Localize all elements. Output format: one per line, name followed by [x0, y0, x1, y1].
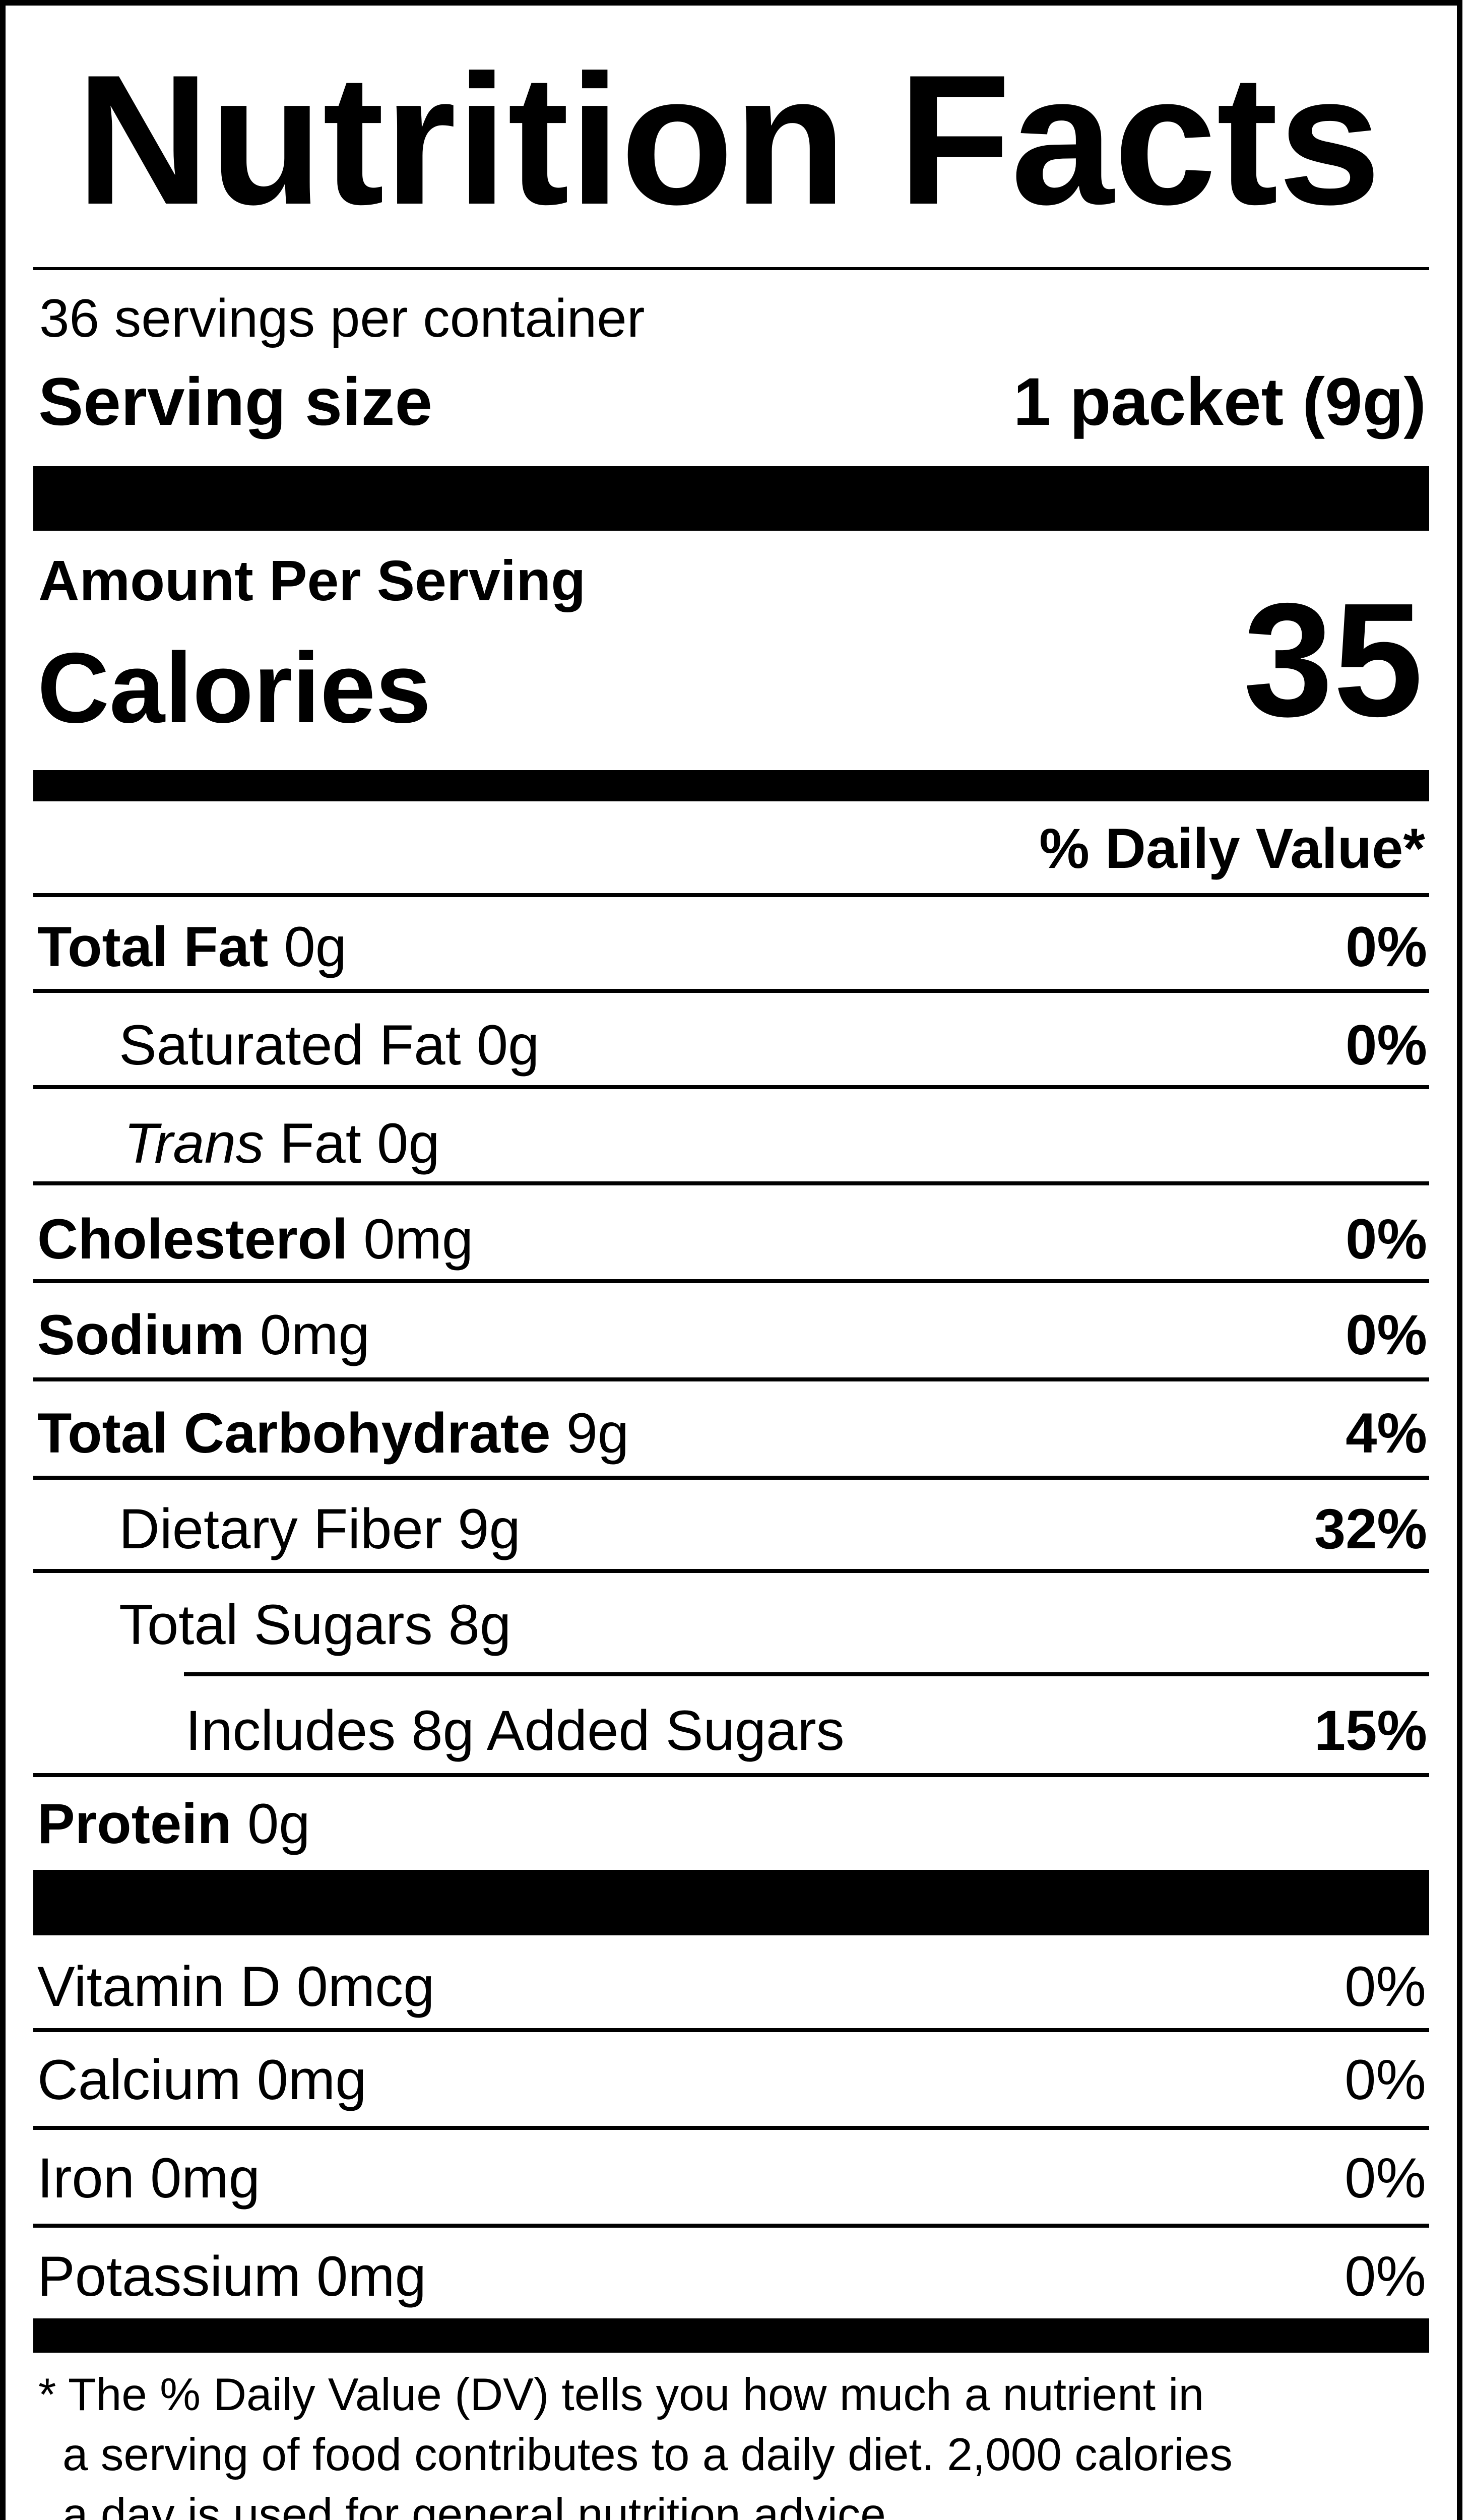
svg-text:Protein 0g: Protein 0g	[37, 1792, 310, 1855]
svg-text:Potassium 0mg: Potassium 0mg	[37, 2245, 426, 2308]
svg-text:Total Carbohydrate 9g: Total Carbohydrate 9g	[37, 1402, 629, 1465]
svg-text:Total Sugars 8g: Total Sugars 8g	[119, 1593, 511, 1656]
svg-text:Includes 8g Added Sugars: Includes 8g Added Sugars	[185, 1699, 845, 1762]
svg-text:0%: 0%	[1345, 2245, 1426, 2308]
svg-text:% Daily Value*: % Daily Value*	[1039, 817, 1425, 880]
svg-text:Amount Per Serving: Amount Per Serving	[38, 549, 586, 612]
svg-text:0%: 0%	[1345, 2147, 1426, 2210]
svg-text:0%: 0%	[1345, 2048, 1426, 2111]
svg-text:Iron 0mg: Iron 0mg	[37, 2147, 260, 2210]
svg-text:Calories: Calories	[37, 632, 431, 743]
svg-text:36 servings per container: 36 servings per container	[39, 288, 645, 348]
svg-text:0%: 0%	[1346, 1303, 1427, 1366]
svg-text:0%: 0%	[1346, 1208, 1427, 1271]
svg-text:4%: 4%	[1346, 1402, 1427, 1465]
svg-text:Nutrition Facts: Nutrition Facts	[76, 36, 1381, 243]
svg-text:0%: 0%	[1345, 1955, 1426, 2018]
svg-text:Calcium 0mg: Calcium 0mg	[37, 2048, 367, 2111]
svg-text:Dietary Fiber 9g: Dietary Fiber 9g	[119, 1497, 521, 1560]
svg-text:32%: 32%	[1314, 1497, 1427, 1560]
svg-text:Saturated Fat 0g: Saturated Fat 0g	[119, 1014, 539, 1077]
svg-text:a day is used for general nutr: a day is used for general nutrition advi…	[62, 2489, 899, 2520]
svg-text:Sodium 0mg: Sodium 0mg	[37, 1303, 370, 1366]
svg-text:Trans Fat 0g: Trans Fat 0g	[124, 1112, 440, 1175]
svg-text:Serving size: Serving size	[38, 364, 432, 439]
svg-text:a serving of food contributes: a serving of food contributes to a daily…	[62, 2429, 1233, 2480]
svg-text:Total Fat 0g: Total Fat 0g	[37, 915, 347, 978]
svg-text:Cholesterol 0mg: Cholesterol 0mg	[37, 1208, 473, 1271]
svg-text:0%: 0%	[1346, 915, 1427, 978]
svg-text:* The % Daily Value (DV) tells: * The % Daily Value (DV) tells you how m…	[38, 2369, 1204, 2420]
svg-text:1 packet (9g): 1 packet (9g)	[1013, 364, 1426, 439]
svg-text:0%: 0%	[1346, 1014, 1427, 1077]
svg-text:Vitamin D 0mcg: Vitamin D 0mcg	[37, 1955, 434, 2018]
svg-text:15%: 15%	[1314, 1699, 1427, 1762]
svg-text:35: 35	[1243, 570, 1423, 750]
